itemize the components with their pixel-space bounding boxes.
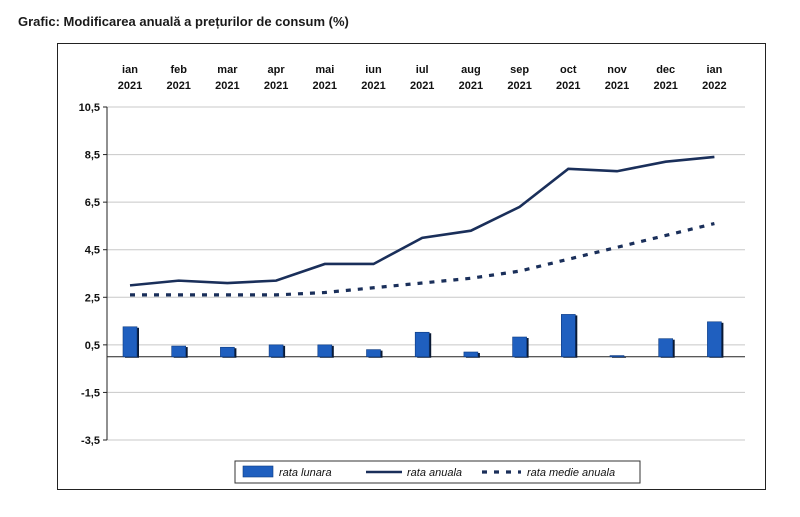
y-tick-label: 2,5 [85, 292, 100, 304]
y-tick-label: 10,5 [79, 102, 100, 114]
x-tick-label-month: sep [510, 64, 529, 76]
legend-label-rata-medie-anuala: rata medie anuala [527, 467, 615, 479]
y-tick-label: -3,5 [81, 435, 100, 447]
x-tick-label-year: 2021 [507, 80, 531, 92]
bar-rata-lunara [317, 344, 333, 358]
bar-rata-lunara [463, 351, 479, 358]
x-tick-label-month: iun [365, 64, 382, 76]
x-tick-label-month: nov [607, 64, 627, 76]
x-tick-label-year: 2021 [264, 80, 288, 92]
x-tick-label-year: 2021 [410, 80, 434, 92]
bar-rata-lunara [707, 321, 722, 358]
y-tick-label: 4,5 [85, 245, 100, 257]
y-tick-label: 0,5 [85, 340, 100, 352]
x-tick-label-month: aug [461, 64, 481, 76]
chart-caption: Grafic: Modificarea anuală a prețurilor … [18, 14, 349, 29]
bar-shadow [612, 356, 626, 358]
bar-rata-lunara [122, 326, 138, 358]
x-tick-label-month: iul [416, 64, 429, 76]
bar-rata-lunara [512, 336, 527, 358]
x-tick-label-month: ian [706, 64, 722, 76]
legend-box [234, 460, 641, 484]
line-rata-medie-anuala [130, 221, 715, 297]
legend-label-rata-lunara: rata lunara [279, 467, 332, 479]
x-tick-label-month: mar [217, 64, 238, 76]
x-tick-label-year: 2021 [556, 80, 580, 92]
y-tick-label: 6,5 [85, 197, 100, 209]
bar-rata-lunara [414, 331, 430, 358]
bar-rata-lunara [609, 355, 625, 358]
bar-rata-lunara [220, 346, 235, 358]
x-tick-label-month: oct [560, 64, 577, 76]
x-tick-label-year: 2021 [605, 80, 629, 92]
y-tick-label: 8,5 [85, 150, 100, 162]
x-tick-label-year: 2021 [118, 80, 142, 92]
x-tick-label-year: 2021 [313, 80, 337, 92]
x-tick-label-month: ian [122, 64, 138, 76]
x-tick-label-year: 2021 [459, 80, 483, 92]
x-tick-label-year: 2021 [361, 80, 385, 92]
bar-rata-lunara [658, 338, 674, 358]
x-tick-label-year: 2021 [215, 80, 239, 92]
y-tick-label: -1,5 [81, 387, 100, 399]
x-tick-label-month: apr [268, 64, 286, 76]
bar-rata-lunara [171, 345, 186, 358]
x-tick-label-year: 2021 [166, 80, 190, 92]
legend-label-rata-anuala: rata anuala [407, 467, 462, 479]
x-tick-label-year: 2022 [702, 80, 726, 92]
x-tick-label-year: 2021 [653, 80, 677, 92]
bar-rata-lunara [366, 349, 381, 358]
bar-rata-lunara [560, 314, 576, 358]
x-tick-label-month: feb [170, 64, 187, 76]
legend-swatch-rata-lunara [242, 465, 274, 478]
x-tick-label-month: mai [315, 64, 334, 76]
chart-frame [57, 43, 766, 490]
bar-rata-lunara [268, 344, 284, 358]
x-tick-label-month: dec [656, 64, 675, 76]
line-rata-anuala [129, 155, 715, 287]
